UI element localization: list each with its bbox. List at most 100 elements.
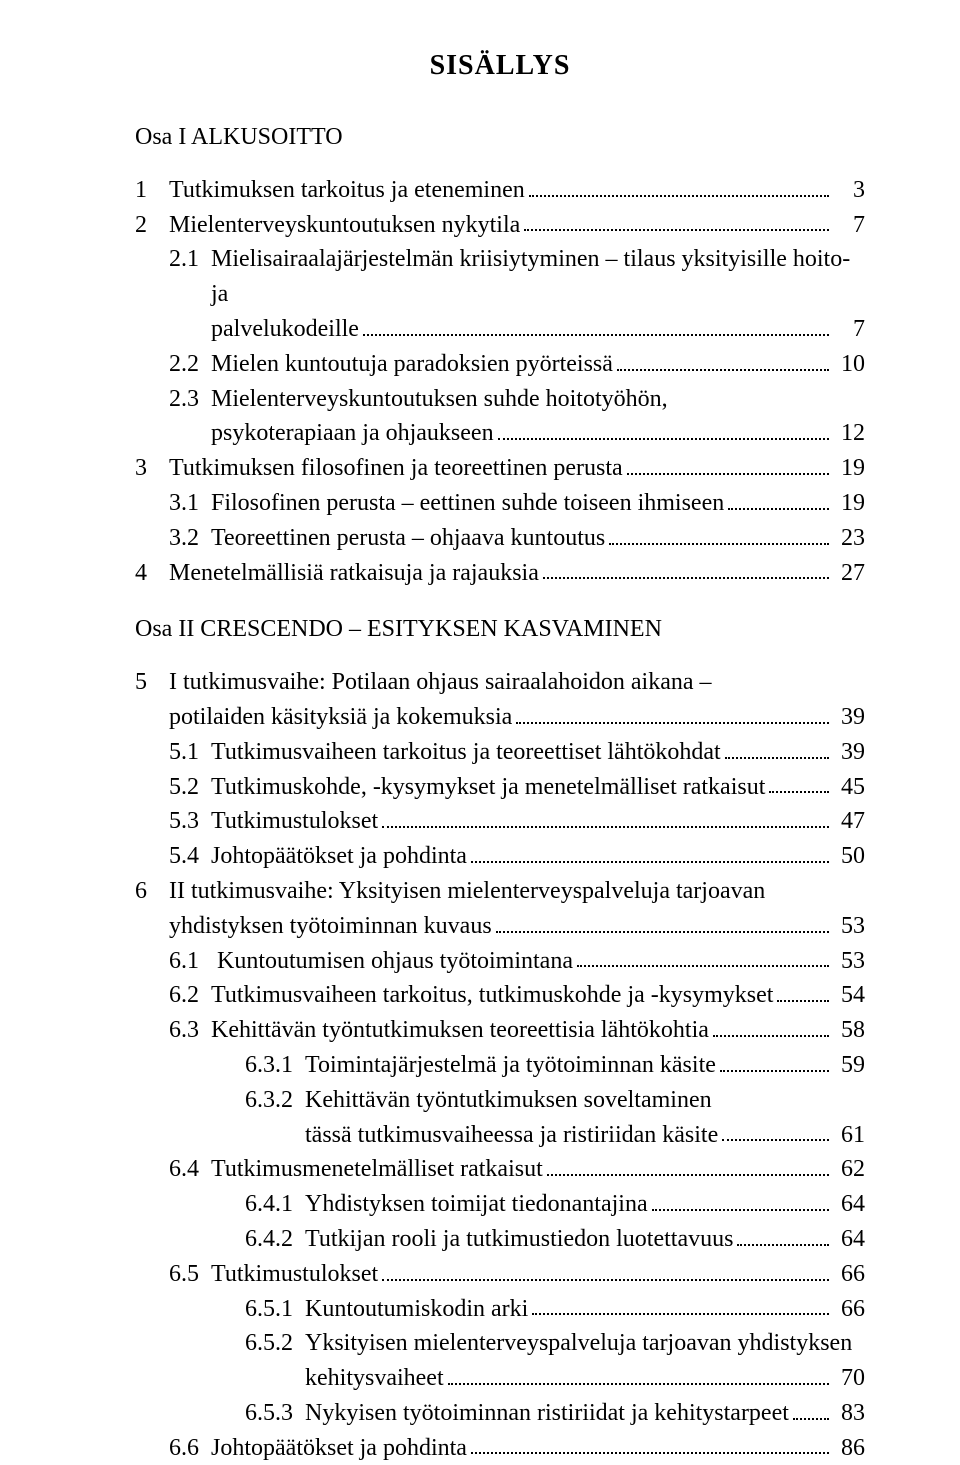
toc-entry-text: Mielenterveyskuntoutuksen nykytila <box>169 208 520 243</box>
toc-entry-text: I tutkimusvaihe: Potilaan ohjaus sairaal… <box>169 665 712 700</box>
toc-entry-text: Mielen kuntoutuja paradoksien pyörteissä <box>211 347 613 382</box>
toc-entry: 6.4.2Tutkijan rooli ja tutkimustiedon lu… <box>135 1222 865 1257</box>
toc-leader-dots <box>777 1000 829 1002</box>
toc-entry-continuation: psykoterapiaan ja ohjaukseen12 <box>135 416 865 451</box>
toc-entry-number: 2.2 <box>169 347 211 382</box>
toc-entry-page: 27 <box>833 556 865 591</box>
toc-leader-dots <box>617 369 829 371</box>
toc-entry-text: Johtopäätökset ja pohdinta <box>211 839 467 874</box>
toc-entry: 6.5.1Kuntoutumiskodin arki66 <box>135 1292 865 1327</box>
toc-leader-dots <box>627 473 829 475</box>
toc-entry: 2.2Mielen kuntoutuja paradoksien pyörtei… <box>135 347 865 382</box>
toc-entry-page: 83 <box>833 1396 865 1431</box>
toc-entry-text: tässä tutkimusvaiheessa ja ristiriidan k… <box>305 1118 718 1153</box>
toc-part-heading: Osa I ALKUSOITTO <box>135 120 865 155</box>
toc-entry-number: 6.5.2 <box>245 1326 305 1361</box>
page-title: SISÄLLYS <box>135 50 865 82</box>
toc-entry-number: 1 <box>135 173 169 208</box>
toc-leader-dots <box>363 334 829 336</box>
toc-entry: 6.3.2Kehittävän työntutkimuksen soveltam… <box>135 1083 865 1118</box>
toc-leader-dots <box>529 195 829 197</box>
toc-leader-dots <box>609 543 829 545</box>
toc-leader-dots <box>448 1383 829 1385</box>
toc-entry-number: 6.1 <box>169 944 211 979</box>
toc-leader-dots <box>547 1174 829 1176</box>
toc-entry-text: palvelukodeille <box>211 312 359 347</box>
toc-entry-text: Tutkimuskohde, -kysymykset ja menetelmäl… <box>211 770 765 805</box>
toc-entry-text: Kehittävän työntutkimuksen teoreettisia … <box>211 1013 709 1048</box>
toc-entry-number: 6.2 <box>169 978 211 1013</box>
toc-entry-text: Toimintajärjestelmä ja työtoiminnan käsi… <box>305 1048 716 1083</box>
toc-leader-dots <box>720 1070 829 1072</box>
toc-entry-number: 5.3 <box>169 804 211 839</box>
toc-leader-dots <box>471 861 829 863</box>
toc-entry-page: 7 <box>833 208 865 243</box>
toc-entry-text: psykoterapiaan ja ohjaukseen <box>211 416 494 451</box>
toc-entry-number: 6.4.2 <box>245 1222 305 1257</box>
toc-entry-page: 39 <box>833 700 865 735</box>
toc-entry-number: 5.1 <box>169 735 211 770</box>
toc-entry-text: yhdistyksen työtoiminnan kuvaus <box>169 909 492 944</box>
toc-entry-page: 45 <box>833 770 865 805</box>
toc-entry: 6.4Tutkimusmenetelmälliset ratkaisut62 <box>135 1152 865 1187</box>
toc-entry-page: 3 <box>833 173 865 208</box>
toc-entry-page: 86 <box>833 1431 865 1465</box>
toc-leader-dots <box>532 1313 829 1315</box>
toc-entry-number: 5.4 <box>169 839 211 874</box>
toc-entry-text: II tutkimusvaihe: Yksityisen mielenterve… <box>169 874 765 909</box>
toc-entry: 6.3.1Toimintajärjestelmä ja työtoiminnan… <box>135 1048 865 1083</box>
toc-entry-number: 6.4 <box>169 1152 211 1187</box>
toc-entry-number: 6.3.2 <box>245 1083 305 1118</box>
toc-entry-number: 5.2 <box>169 770 211 805</box>
toc-entry: 3Tutkimuksen filosofinen ja teoreettinen… <box>135 451 865 486</box>
toc-leader-dots <box>498 438 829 440</box>
toc-leader-dots <box>543 577 829 579</box>
toc-entry-number: 3 <box>135 451 169 486</box>
toc-part-heading: Osa II CRESCENDO – ESITYKSEN KASVAMINEN <box>135 612 865 647</box>
toc-entry-continuation: kehitysvaiheet 70 <box>135 1361 865 1396</box>
toc-entry: 6.3Kehittävän työntutkimuksen teoreettis… <box>135 1013 865 1048</box>
toc-leader-dots <box>471 1452 829 1454</box>
toc-entry-text: Yksityisen mielenterveyspalveluja tarjoa… <box>305 1326 852 1361</box>
toc-entry-page: 66 <box>833 1257 865 1292</box>
toc-entry-text: Tutkimusmenetelmälliset ratkaisut <box>211 1152 543 1187</box>
toc-entry-page: 59 <box>833 1048 865 1083</box>
toc-entry-continuation: palvelukodeille 7 <box>135 312 865 347</box>
toc-entry-text: Mielenterveyskuntoutuksen suhde hoitotyö… <box>211 382 668 417</box>
toc-leader-dots <box>713 1035 829 1037</box>
toc-entry: 5.2Tutkimuskohde, -kysymykset ja menetel… <box>135 770 865 805</box>
toc-entry: 2.3Mielenterveyskuntoutuksen suhde hoito… <box>135 382 865 417</box>
toc-entry: 5.4Johtopäätökset ja pohdinta 50 <box>135 839 865 874</box>
toc-entry-text: Tutkimusvaiheen tarkoitus ja teoreettise… <box>211 735 721 770</box>
toc-entry-page: 50 <box>833 839 865 874</box>
toc-entry-page: 10 <box>833 347 865 382</box>
toc-entry: 3.2Teoreettinen perusta – ohjaava kuntou… <box>135 521 865 556</box>
toc-entry-page: 70 <box>833 1361 865 1396</box>
toc-entry-text: Kuntoutumisen ohjaus työtoimintana <box>211 944 573 979</box>
toc-entry: 2.1Mielisairaalajärjestelmän kriisiytymi… <box>135 242 865 312</box>
toc-leader-dots <box>382 1279 829 1281</box>
toc-entry: 3.1Filosofinen perusta – eettinen suhde … <box>135 486 865 521</box>
toc-leader-dots <box>725 757 829 759</box>
toc-entry-continuation: yhdistyksen työtoiminnan kuvaus53 <box>135 909 865 944</box>
toc-entry-page: 53 <box>833 944 865 979</box>
toc-entry: 6.4.1Yhdistyksen toimijat tiedonantajina… <box>135 1187 865 1222</box>
toc-entry-text: kehitysvaiheet <box>305 1361 444 1396</box>
toc-entry-number: 6.3 <box>169 1013 211 1048</box>
toc-entry-continuation: tässä tutkimusvaiheessa ja ristiriidan k… <box>135 1118 865 1153</box>
toc-entry-number: 6.5.1 <box>245 1292 305 1327</box>
toc-leader-dots <box>769 791 829 793</box>
toc-entry-number: 6.5.3 <box>245 1396 305 1431</box>
toc-entry-number: 6 <box>135 874 169 909</box>
toc-entry: 5I tutkimusvaihe: Potilaan ohjaus sairaa… <box>135 665 865 700</box>
toc-entry-text: Filosofinen perusta – eettinen suhde toi… <box>211 486 724 521</box>
toc-entry-number: 2 <box>135 208 169 243</box>
toc-entry-number: 3.2 <box>169 521 211 556</box>
toc-leader-dots <box>524 229 829 231</box>
toc-entry-page: 7 <box>833 312 865 347</box>
toc-entry-page: 66 <box>833 1292 865 1327</box>
toc-entry-text: Kehittävän työntutkimuksen soveltaminen <box>305 1083 712 1118</box>
toc-leader-dots <box>722 1139 829 1141</box>
toc-entry-text: Mielisairaalajärjestelmän kriisiytyminen… <box>211 242 865 312</box>
toc-entry: 5.3Tutkimustulokset47 <box>135 804 865 839</box>
